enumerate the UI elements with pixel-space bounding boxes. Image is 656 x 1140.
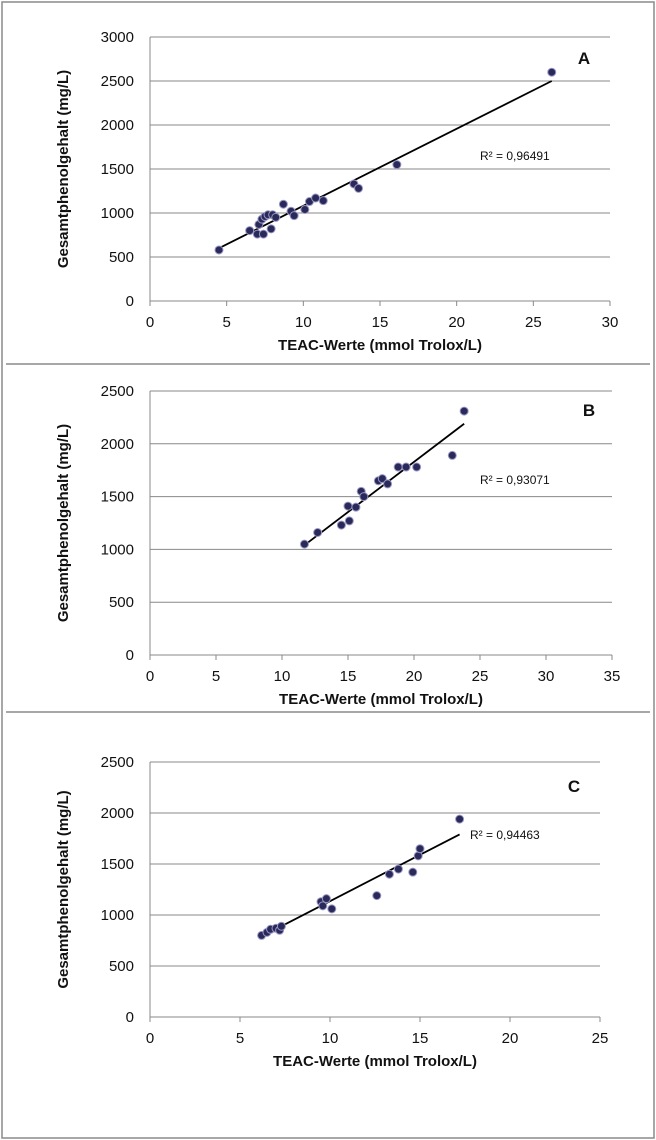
data-point	[336, 520, 346, 530]
data-point	[455, 814, 465, 824]
data-point	[408, 867, 418, 877]
x-tick-label: 20	[448, 314, 465, 331]
x-tick-label: 5	[222, 314, 230, 331]
data-point	[344, 516, 354, 526]
data-point	[415, 844, 425, 854]
x-tick-label: 20	[502, 1030, 519, 1047]
y-tick-label: 0	[126, 647, 134, 664]
y-tick-label: 2000	[101, 436, 134, 453]
data-point	[393, 864, 403, 874]
data-point	[300, 204, 310, 214]
r-squared-label: R² = 0,96491	[480, 149, 550, 163]
data-point	[311, 193, 321, 203]
y-tick-label: 0	[126, 1009, 134, 1026]
x-tick-label: 15	[412, 1030, 429, 1047]
data-point	[447, 450, 457, 460]
data-point	[351, 502, 361, 512]
data-point	[377, 474, 387, 484]
trendline	[261, 833, 461, 938]
y-tick-label: 0	[126, 293, 134, 310]
chart-panel-a: 0 500 1000 1500 2000 2500 3000 0 5 10 15 20 25 30 TEAC…	[6, 29, 650, 365]
y-tick-label: 1000	[101, 907, 134, 924]
y-tick-label: 2500	[101, 754, 134, 771]
x-tick-label: 20	[406, 668, 423, 685]
data-point	[384, 869, 394, 879]
x-tick-label: 15	[340, 668, 357, 685]
data-point	[299, 539, 309, 549]
y-tick-label: 1500	[101, 161, 134, 178]
x-tick-label: 0	[146, 314, 154, 331]
x-tick-label: 10	[322, 1030, 339, 1047]
panel-letter: C	[568, 777, 580, 796]
data-point	[393, 462, 403, 472]
data-point	[372, 891, 382, 901]
y-tick-label: 1000	[101, 541, 134, 558]
x-tick-label: 25	[472, 668, 489, 685]
data-point	[214, 245, 224, 255]
r-squared-label: R² = 0,93071	[480, 473, 550, 487]
data-point	[266, 224, 276, 234]
y-axis-title: Gesamtphenolgehalt (mg/L)	[55, 790, 72, 988]
x-tick-label: 0	[146, 1030, 154, 1047]
data-point	[327, 904, 337, 914]
data-point	[258, 229, 268, 239]
y-tick-label: 1500	[101, 856, 134, 873]
y-tick-label: 2000	[101, 117, 134, 134]
data-point	[547, 67, 557, 77]
data-point	[289, 211, 299, 221]
data-point	[271, 212, 281, 222]
x-tick-label: 30	[538, 668, 555, 685]
y-tick-label: 1500	[101, 489, 134, 506]
x-axis-title: TEAC-Werte (mmol Trolox/L)	[278, 337, 482, 354]
data-point	[278, 199, 288, 209]
y-axis-title: Gesamtphenolgehalt (mg/L)	[55, 70, 72, 268]
y-tick-label: 500	[109, 958, 134, 975]
x-tick-label: 10	[295, 314, 312, 331]
data-point	[359, 492, 369, 502]
x-tick-label: 30	[602, 314, 619, 331]
y-tick-label: 500	[109, 249, 134, 266]
data-point	[245, 226, 255, 236]
x-tick-label: 5	[212, 668, 220, 685]
data-point	[392, 160, 402, 170]
y-tick-label: 500	[109, 594, 134, 611]
data-point	[343, 501, 353, 511]
x-tick-label: 10	[274, 668, 291, 685]
data-point	[318, 196, 328, 206]
data-point	[321, 894, 331, 904]
x-axis-title: TEAC-Werte (mmol Trolox/L)	[273, 1053, 477, 1070]
x-tick-label: 15	[372, 314, 389, 331]
y-axis-title: Gesamtphenolgehalt (mg/L)	[55, 424, 72, 622]
panel-letter: B	[583, 401, 595, 420]
y-tick-label: 1000	[101, 205, 134, 222]
chart-panel-c: 0 500 1000 1500 2000 2500 0 5 10 15 20 25 TEAC-Werte…	[55, 754, 608, 1070]
chart-panel-b: 0 500 1000 1500 2000 2500 0 5 10 15 20 25 30 35 TEAC-W…	[6, 383, 650, 713]
data-point	[401, 462, 411, 472]
data-point	[459, 406, 469, 416]
data-point	[276, 921, 286, 931]
y-tick-label: 2500	[101, 73, 134, 90]
y-tick-label: 3000	[101, 29, 134, 46]
data-point	[383, 479, 393, 489]
data-point	[412, 462, 422, 472]
x-tick-label: 25	[525, 314, 542, 331]
r-squared-label: R² = 0,94463	[470, 828, 540, 842]
panel-letter: A	[578, 49, 590, 68]
data-point	[313, 528, 323, 538]
data-point	[318, 901, 328, 911]
x-tick-label: 25	[592, 1030, 609, 1047]
x-tick-label: 35	[604, 668, 621, 685]
data-point	[354, 183, 364, 193]
y-tick-label: 2000	[101, 805, 134, 822]
x-tick-label: 0	[146, 668, 154, 685]
y-tick-label: 2500	[101, 383, 134, 400]
x-axis-title: TEAC-Werte (mmol Trolox/L)	[279, 691, 483, 708]
x-tick-label: 5	[236, 1030, 244, 1047]
